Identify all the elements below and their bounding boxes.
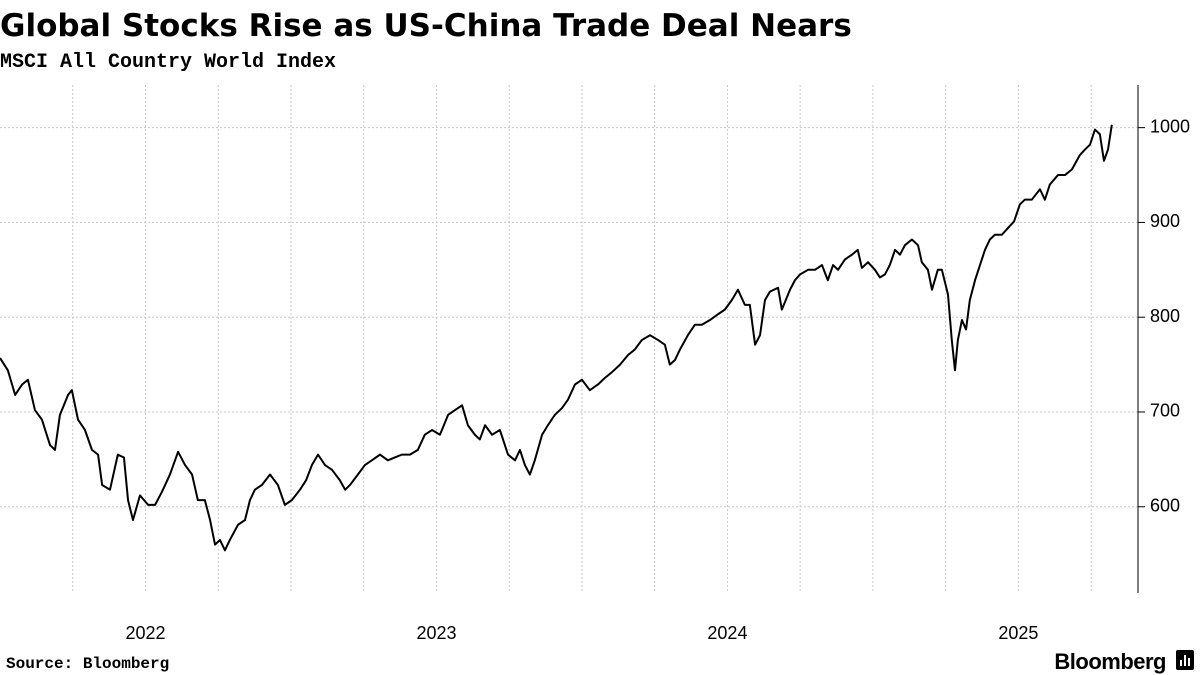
- y-tick-label: 1000: [1150, 116, 1190, 136]
- logo-icon: [1176, 650, 1194, 670]
- y-tick-label: 700: [1150, 401, 1180, 421]
- x-tick-label: 2025: [998, 623, 1038, 643]
- chart-subtitle: MSCI All Country World Index: [0, 51, 336, 74]
- x-tick-label: 2023: [416, 623, 456, 643]
- x-tick-label: 2022: [125, 623, 165, 643]
- chart-title: Global Stocks Rise as US-China Trade Dea…: [0, 8, 852, 44]
- index-line: [0, 124, 1113, 552]
- x-tick-label: 2024: [707, 623, 747, 643]
- y-tick-label: 900: [1150, 211, 1180, 231]
- y-tick-label: 800: [1150, 306, 1180, 326]
- y-tick-label: 600: [1150, 496, 1180, 516]
- source: Source: Bloomberg: [6, 655, 169, 673]
- logo: Bloomberg: [1054, 649, 1166, 674]
